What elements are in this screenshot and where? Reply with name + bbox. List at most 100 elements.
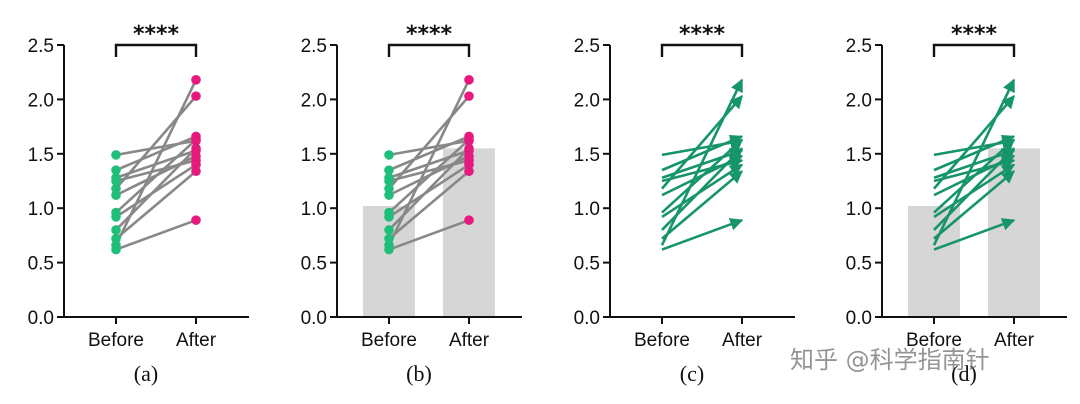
significance-label: **** (679, 22, 726, 47)
y-tick-label: 1.5 (574, 145, 600, 166)
pair-arrow (661, 218, 744, 251)
after-point (191, 134, 201, 145)
before-point (384, 150, 394, 160)
pair-line (115, 95, 197, 190)
before-point (111, 150, 121, 160)
pair-arrow (933, 95, 1015, 190)
y-tick-label: 1.5 (28, 145, 54, 166)
after-point (464, 75, 474, 85)
y-tick-label: 0.0 (301, 308, 327, 329)
panel-d: 0.0 0.5 1.0 1.5 2.0 2.5 Before After **** (d) (846, 22, 1067, 386)
pair-arrow (932, 78, 1016, 246)
x-category-label-after: After (176, 330, 217, 351)
after-point (191, 215, 201, 225)
before-point (384, 212, 394, 222)
panel-a: 0.0 0.5 1.0 1.5 2.0 2.5 Before After **** (a) (28, 22, 249, 386)
before-point (384, 176, 394, 186)
after-point (464, 215, 474, 225)
panel-caption: (a) (134, 361, 158, 386)
significance-label: **** (406, 22, 453, 47)
pair-arrow (661, 95, 743, 190)
y-tick-label: 1.5 (301, 145, 327, 166)
x-category-label-before: Before (361, 330, 417, 351)
pair-arrow (933, 218, 1016, 251)
after-point (191, 151, 201, 161)
pair-arrow (933, 138, 1015, 214)
significance-bracket (114, 43, 198, 57)
x-category-label-after: After (994, 330, 1035, 351)
y-tick-label: 0.5 (28, 254, 54, 275)
pair-arrow (933, 134, 1016, 172)
significance-bracket (660, 43, 744, 57)
before-point (384, 225, 394, 235)
x-category-label-before: Before (88, 330, 144, 351)
before-point (111, 190, 121, 200)
after-point (464, 91, 474, 101)
significance-bracket (932, 43, 1016, 57)
after-point (464, 166, 474, 177)
before-point (384, 165, 394, 175)
pair-arrow (660, 78, 744, 246)
y-tick-label: 2.5 (846, 36, 872, 57)
pair-line (388, 95, 470, 190)
y-tick-label: 0.0 (574, 308, 600, 329)
y-tick-label: 1.0 (28, 199, 54, 220)
y-tick-label: 2.5 (574, 36, 600, 57)
y-tick-label: 1.5 (846, 145, 872, 166)
before-point (111, 225, 121, 235)
y-tick-label: 0.0 (846, 308, 872, 329)
pair-line (387, 79, 471, 246)
y-tick-label: 2.5 (301, 36, 327, 57)
y-tick-label: 1.0 (846, 199, 872, 220)
pair-line (115, 170, 197, 240)
y-tick-label: 2.0 (574, 90, 600, 111)
panel-c: 0.0 0.5 1.0 1.5 2.0 2.5 Before After **** (c) (574, 22, 795, 386)
y-tick-label: 0.0 (28, 308, 54, 329)
bar-after (988, 148, 1040, 317)
pair-arrow (661, 138, 743, 214)
after-point (191, 75, 201, 85)
before-point (384, 190, 394, 200)
pair-arrow (661, 170, 743, 240)
pair-line (388, 170, 470, 240)
panel-caption: (b) (406, 361, 432, 386)
panel-b: 0.0 0.5 1.0 1.5 2.0 2.5 Before After **** (b) (301, 22, 522, 386)
before-point (384, 244, 394, 255)
pair-arrow (661, 134, 744, 172)
y-tick-label: 0.5 (301, 254, 327, 275)
significance-label: **** (133, 22, 180, 47)
y-tick-label: 2.0 (28, 90, 54, 111)
after-point (464, 151, 474, 161)
y-tick-label: 2.0 (846, 90, 872, 111)
x-category-label-before: Before (634, 330, 690, 351)
before-point (111, 176, 121, 186)
before-point (111, 165, 121, 175)
x-category-label-after: After (449, 330, 490, 351)
before-point (111, 212, 121, 222)
y-tick-label: 0.5 (574, 254, 600, 275)
y-tick-label: 2.0 (301, 90, 327, 111)
y-tick-label: 2.5 (28, 36, 54, 57)
before-point (111, 244, 121, 255)
pair-line (115, 218, 197, 251)
pair-line (115, 138, 197, 214)
after-point (191, 143, 201, 154)
after-point (191, 91, 201, 101)
panel-caption: (c) (680, 361, 704, 386)
significance-label: **** (951, 22, 998, 47)
pair-arrow (933, 170, 1015, 240)
after-point (464, 143, 474, 154)
y-tick-label: 1.0 (301, 199, 327, 220)
pair-line (388, 135, 470, 172)
pair-line (115, 135, 197, 172)
after-point (191, 166, 201, 177)
pair-line (388, 138, 470, 214)
y-tick-label: 1.0 (574, 199, 600, 220)
y-tick-label: 0.5 (846, 254, 872, 275)
x-category-label-before: Before (906, 330, 962, 351)
pair-line (114, 79, 198, 246)
x-category-label-after: After (722, 330, 763, 351)
significance-bracket (387, 43, 471, 57)
